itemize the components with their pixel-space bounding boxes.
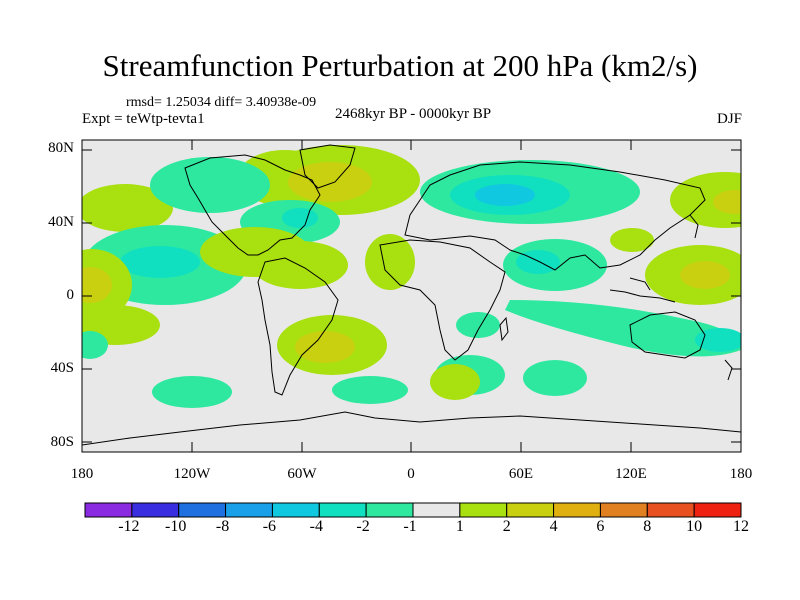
lon-label-180w: 180 xyxy=(70,466,94,482)
colorbar-label: 10 xyxy=(686,518,703,535)
contour-region xyxy=(695,328,741,352)
contour-region xyxy=(282,208,318,228)
colorbar-swatch xyxy=(459,502,508,518)
colorbar-label: -2 xyxy=(356,518,370,535)
colorbar-label: 6 xyxy=(596,518,605,535)
colorbar xyxy=(84,502,742,518)
lon-label-0: 0 xyxy=(407,466,415,482)
lat-label-80s: 80S xyxy=(50,434,74,450)
lat-label-40n: 40N xyxy=(48,214,74,230)
colorbar-swatch xyxy=(646,502,695,518)
contour-region xyxy=(120,246,200,278)
contour-region xyxy=(475,184,535,206)
colorbar-swatch xyxy=(131,502,180,518)
lon-label-60w: 60W xyxy=(287,466,317,482)
colorbar-label: 8 xyxy=(643,518,652,535)
indonesia-coast xyxy=(609,289,676,303)
japan-coast xyxy=(689,214,699,239)
lon-label-180e: 180 xyxy=(729,466,753,482)
colorbar-swatch xyxy=(318,502,367,518)
contour-region xyxy=(152,376,232,408)
contour-region xyxy=(150,157,270,213)
greenland-coast xyxy=(299,144,356,189)
contour-region xyxy=(332,376,408,404)
contour-region xyxy=(680,261,730,289)
colorbar-swatch xyxy=(553,502,601,518)
north-america-coast xyxy=(184,154,321,256)
season-label: DJF xyxy=(716,111,742,127)
contour-region xyxy=(82,267,112,303)
colorbar-label: -8 xyxy=(215,518,230,535)
contour-region xyxy=(516,250,560,274)
lat-label-80n: 80N xyxy=(48,140,74,156)
colorbar-swatch xyxy=(506,502,555,518)
colorbar-swatch xyxy=(599,502,648,518)
colorbar-label: -6 xyxy=(262,518,277,535)
colorbar-swatch xyxy=(271,502,320,518)
experiment-label: Expt = teWtp-tevta1 xyxy=(82,111,205,127)
colorbar-swatch xyxy=(225,502,273,518)
coastlines xyxy=(82,144,741,446)
lon-label-120e: 120E xyxy=(615,466,647,482)
eurasia-coast xyxy=(404,161,706,271)
borneo-coast xyxy=(629,277,651,291)
stats-text: rmsd= 1.25034 diff= 3.40938e-09 xyxy=(126,95,317,110)
madagascar-coast xyxy=(499,316,509,342)
colorbar-label: -10 xyxy=(165,518,187,535)
colorbar-label: -1 xyxy=(403,518,417,535)
contour-region xyxy=(523,360,587,396)
period-text: 2468kyr BP - 0000kyr BP xyxy=(334,106,492,122)
africa-coast xyxy=(379,239,506,361)
colorbar-swatch xyxy=(412,502,461,518)
contour-region xyxy=(82,331,108,359)
axis-ticks xyxy=(82,140,741,452)
colorbar-label: 12 xyxy=(733,518,749,535)
new-zealand-coast xyxy=(724,359,733,381)
plot-title: Streamfunction Perturbation at 200 hPa (… xyxy=(102,48,698,83)
colorbar-swatch xyxy=(178,502,227,518)
contour-region xyxy=(295,331,355,363)
contour-region xyxy=(456,312,500,338)
lon-label-60e: 60E xyxy=(508,466,534,482)
colorbar-swatch xyxy=(365,502,414,518)
colorbar-swatch xyxy=(693,502,742,518)
colorbar-label: 4 xyxy=(549,518,558,535)
colorbar-label: -4 xyxy=(309,518,323,535)
colorbar-swatch xyxy=(84,502,133,518)
contour-region xyxy=(505,300,741,357)
south-america-coast xyxy=(257,257,339,396)
colorbar-label: 1 xyxy=(455,518,464,535)
lat-label-40s: 40S xyxy=(50,360,74,376)
colorbar-label: -12 xyxy=(118,518,140,535)
contour-region xyxy=(82,184,173,232)
contour-region xyxy=(610,228,654,252)
contour-region xyxy=(713,190,741,214)
lon-label-120w: 120W xyxy=(173,466,211,482)
lat-label-eq: 0 xyxy=(66,287,75,303)
australia-coast xyxy=(629,311,706,359)
colorbar-label: 2 xyxy=(502,518,511,535)
contour-region xyxy=(365,234,415,290)
contour-region xyxy=(288,162,372,202)
antarctica-coast xyxy=(82,411,741,446)
contour-region xyxy=(430,364,480,400)
